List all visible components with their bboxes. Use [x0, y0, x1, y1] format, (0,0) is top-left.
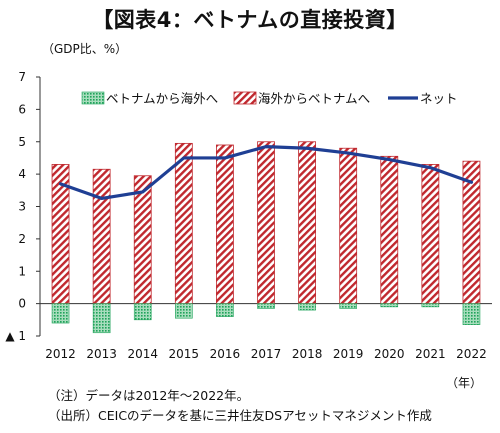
x-tick-label: 2019 — [333, 347, 364, 361]
bar-outflow-2019 — [339, 303, 357, 309]
bar-inflow-2018 — [298, 141, 316, 305]
y-tick-label: 7 — [18, 70, 26, 84]
x-tick-label: 2013 — [86, 347, 117, 361]
y-tick-label: 5 — [18, 135, 26, 149]
x-tick-label: 2014 — [127, 347, 158, 361]
y-tick-label: 3 — [18, 200, 26, 214]
legend-swatch-outflow — [81, 91, 105, 105]
bar-inflow-2015 — [174, 142, 193, 305]
x-tick-label: 2016 — [210, 347, 241, 361]
x-tick-label: 2017 — [251, 347, 282, 361]
x-tick-label: 2018 — [292, 347, 323, 361]
bar-outflow-2018 — [298, 303, 316, 311]
x-axis-unit-label: （年） — [446, 376, 483, 390]
bar-outflow-2021 — [421, 303, 440, 308]
source-text: （出所）CEICのデータを基に三井住友DSアセットマネジメント作成 — [48, 408, 432, 423]
bar-outflow-2017 — [257, 303, 275, 309]
bar-outflow-2013 — [92, 303, 111, 334]
legend-label-outflow: ベトナムから海外へ — [106, 91, 218, 106]
bar-outflow-2015 — [175, 303, 193, 319]
legend-swatch-inflow — [233, 91, 257, 105]
bar-inflow-2016 — [216, 144, 234, 305]
y-axis-unit-label: （GDP比、%） — [42, 42, 128, 56]
y-tick-label: 1 — [18, 264, 26, 278]
bar-inflow-2020 — [380, 155, 399, 305]
bar-outflow-2022 — [462, 303, 481, 325]
x-tick-label: 2021 — [415, 347, 446, 361]
y-tick-label: 0 — [18, 297, 26, 311]
y-tick-label: 2 — [18, 232, 26, 246]
legend-label-inflow: 海外からベトナムへ — [258, 91, 370, 106]
legend-label-net: ネット — [420, 91, 458, 106]
note-text: （注）データは2012年～2022年。 — [48, 388, 250, 403]
bar-inflow-2019 — [339, 147, 358, 305]
y-tick-label: 4 — [18, 167, 26, 181]
bar-inflow-2013 — [92, 168, 111, 305]
bar-inflow-2021 — [421, 164, 440, 305]
bar-outflow-2020 — [380, 303, 399, 308]
x-tick-label: 2020 — [374, 347, 405, 361]
x-tick-label: 2015 — [169, 347, 200, 361]
bar-outflow-2016 — [216, 303, 234, 317]
bar-inflow-2014 — [133, 175, 152, 305]
y-tick-label-negative: ▲ 1 — [5, 329, 26, 343]
footnotes: （注）データは2012年～2022年。 （出所）CEICのデータを基に三井住友D… — [48, 386, 432, 426]
x-tick-label: 2022 — [456, 347, 487, 361]
chart-title: 【図表4：ベトナムの直接投資】 — [92, 8, 408, 32]
bar-outflow-2012 — [51, 303, 70, 324]
bar-inflow-2017 — [257, 141, 275, 305]
y-tick-label: 6 — [18, 102, 26, 116]
bar-outflow-2014 — [133, 303, 152, 321]
x-tick-label: 2012 — [45, 347, 76, 361]
